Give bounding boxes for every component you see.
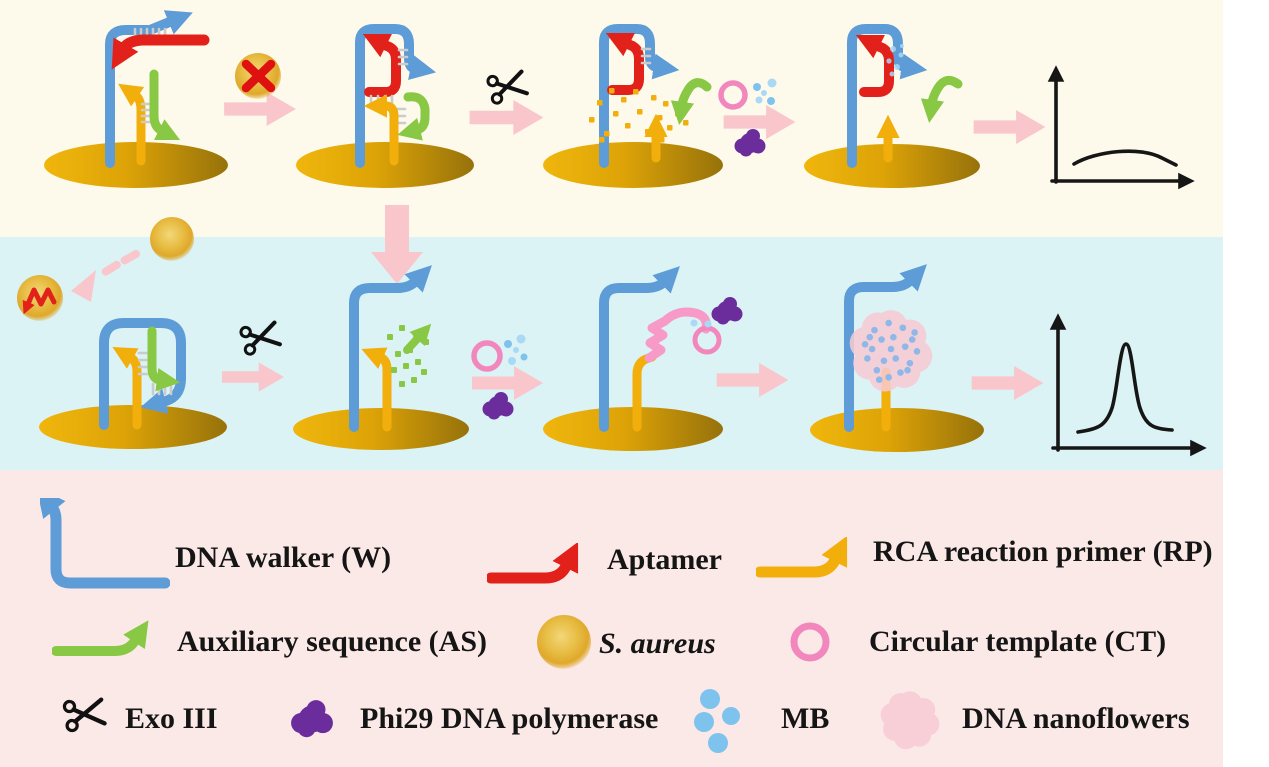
high-signal-peak-curve: [1076, 342, 1174, 434]
aptamer-strand: [855, 34, 894, 97]
mb-specks: [886, 44, 904, 77]
phi29-blob: [711, 297, 743, 325]
ct-ring: [692, 325, 722, 355]
auxiliary-sequence-leaving: [670, 78, 712, 126]
blocked-step-arrow: [224, 53, 296, 126]
legend-label-dna-walker: DNA walker (W): [175, 541, 392, 574]
blocked-x-icon: [241, 59, 276, 93]
rca-primer-strand: [361, 347, 392, 432]
rca-primer-glyph: [756, 537, 848, 578]
graph-high-signal: [1049, 313, 1207, 457]
rca-primer-strand: [363, 94, 399, 166]
exoiii-step-top: [469, 69, 544, 135]
legend-label-mb: MB: [781, 702, 830, 735]
panel-a1-sensor-assembled: [44, 10, 228, 188]
nanoflower: [849, 310, 933, 392]
low-signal-curve: [1072, 149, 1178, 167]
gold-electrode: [296, 142, 474, 188]
panel-a4-low-signal-state: [804, 24, 980, 188]
reaction-scheme: [17, 10, 1207, 457]
circular-template-glyph: [790, 622, 830, 662]
mb-glyph: [694, 689, 740, 753]
rca-primer-strand: [112, 346, 142, 430]
dashed-arrow-head: [71, 270, 96, 302]
arrow-right-icon: [716, 363, 789, 397]
gold-electrode: [44, 142, 228, 188]
hybridization-hatch: [640, 47, 652, 65]
dna-walker-strand: [105, 10, 193, 168]
auxiliary-sequence-strand: [147, 326, 181, 392]
gold-electrode: [810, 408, 984, 452]
graph-low-signal: [1047, 65, 1195, 190]
arrow-right-icon: [971, 366, 1044, 400]
target-addition-step: [17, 205, 423, 321]
ct-ring: [718, 80, 748, 110]
dna-walker-hairpin: [99, 318, 186, 430]
panel-b4-dna-nanoflower: [810, 264, 984, 452]
auxiliary-sequence-glyph: [52, 620, 149, 656]
legend-label-s-aureus: S. aureus: [599, 627, 716, 660]
s-aureus-ball: [150, 217, 194, 261]
scissors-icon: [487, 69, 528, 104]
s-aureus-glyph: [537, 615, 591, 669]
panel-b3-rca-extension: [543, 266, 743, 451]
ct-ring: [471, 340, 503, 372]
gold-electrode: [543, 142, 723, 188]
auxiliary-sequence-strand: [397, 92, 430, 141]
mb-dots: [504, 334, 528, 365]
legend-label-dna-nanoflowers: DNA nanoflowers: [962, 702, 1190, 735]
dna-walker-glyph: [40, 498, 170, 589]
dna-walker-strand: [599, 266, 680, 432]
arrow-right-icon: [469, 100, 544, 135]
released-aptamer-squiggle: [22, 287, 57, 315]
aptamer-glyph: [487, 543, 579, 584]
arrow-down-icon: [371, 205, 423, 284]
aptamer-strand: [362, 33, 401, 97]
legend-label-circular-template: Circular template (CT): [869, 625, 1167, 658]
rca-product-squiggle: [644, 307, 711, 363]
legend-label-aptamer: Aptamer: [607, 543, 722, 576]
gold-electrode: [293, 408, 469, 450]
dna-walker-strand: [847, 24, 928, 168]
aptamer-strand: [605, 32, 644, 95]
aptamer-strand: [111, 34, 210, 70]
auxiliary-sequence-leaving: [920, 75, 963, 124]
exoiii-step-bottom: [222, 320, 284, 392]
digested-as-fragments: [387, 325, 429, 387]
phi29-blob: [482, 392, 514, 420]
arrow-right-icon: [472, 366, 543, 400]
legend-background-band: [0, 470, 1223, 767]
as-fragment-leaving: [403, 323, 432, 354]
panel-b1-walker-engaged: [39, 318, 227, 449]
mb-dots: [690, 319, 712, 328]
dna-walker-strand: [349, 265, 432, 432]
nanoflower-glyph: [880, 691, 940, 750]
exo-iii-glyph: [62, 697, 107, 733]
phi29-glyph: [291, 700, 333, 738]
arrow-right-icon: [973, 110, 1046, 144]
dna-walker-strand: [355, 24, 437, 168]
legend-label-auxiliary-sequence: Auxiliary sequence (AS): [177, 625, 487, 658]
legend-label-exo-iii: Exo III: [125, 702, 218, 735]
panel-b2-as-digested-walker-released: [293, 265, 469, 450]
phi29-blob: [734, 129, 766, 157]
auxiliary-sequence-strand: [149, 69, 181, 141]
legend-label-phi29: Phi29 DNA polymerase: [360, 702, 659, 735]
dna-walker-strand: [844, 264, 927, 432]
mb-ct-step-bottom: [471, 334, 543, 420]
mb-dots: [753, 78, 777, 105]
legend-label-rca-primer: RCA reaction primer (RP): [873, 535, 1213, 568]
panel-a2-walker-blocked: [296, 24, 474, 188]
aptamer-saureus-complex: [17, 275, 63, 321]
mb-ct-step-top: [718, 78, 796, 157]
arrow-right-icon: [222, 362, 284, 392]
panel-a3-primer-digested: [543, 24, 723, 188]
dashed-arrow-icon: [95, 250, 140, 280]
scissors-icon: [240, 320, 281, 355]
